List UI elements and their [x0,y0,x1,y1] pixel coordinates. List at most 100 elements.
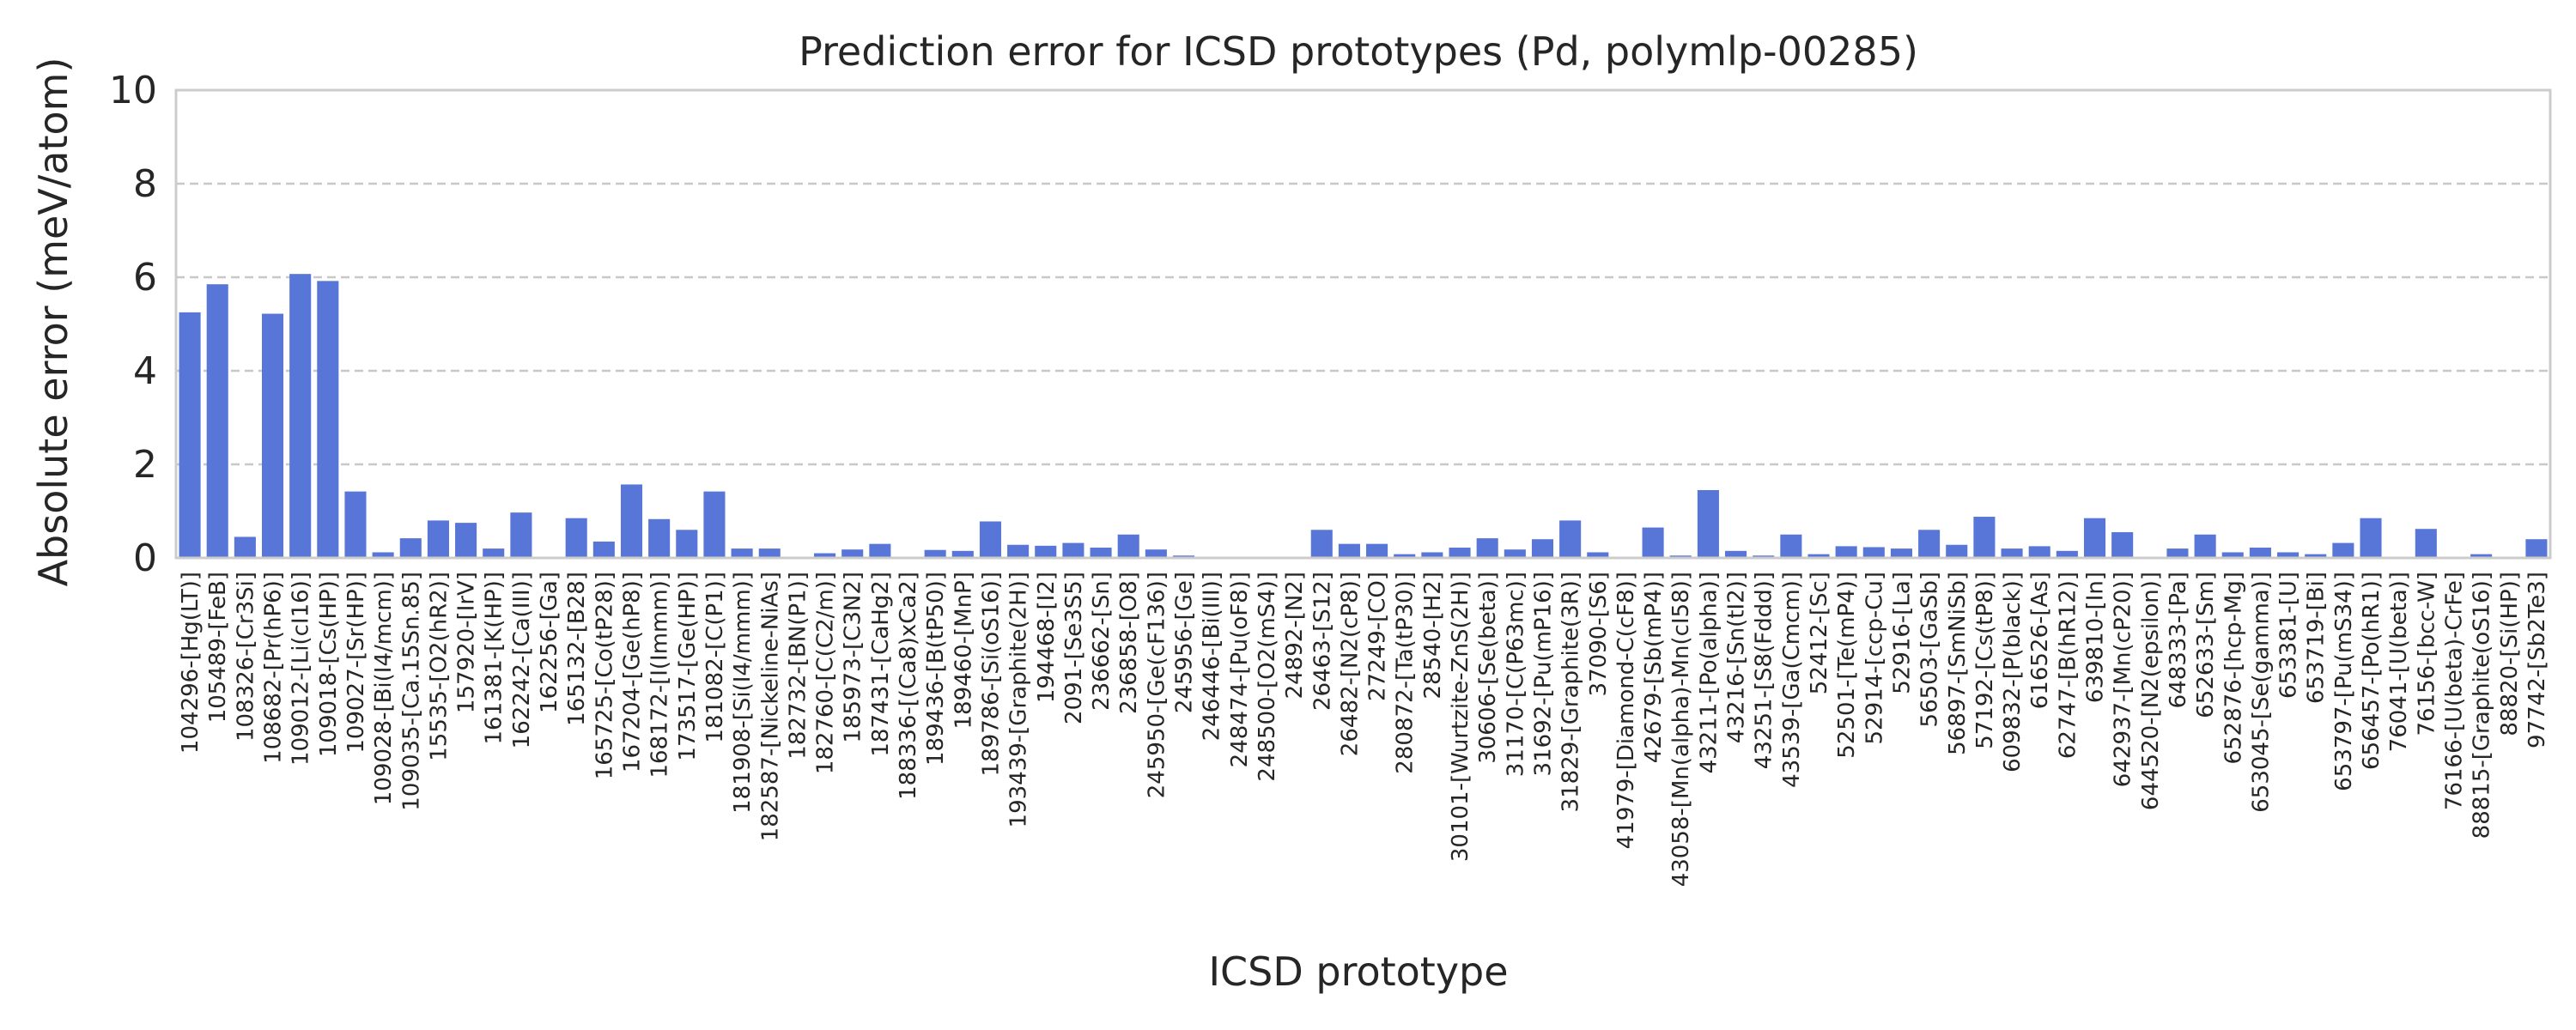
x-tick-label: 30101-[Wurtzite-ZnS(2H)] [1448,572,1473,862]
bar [758,548,781,558]
bar [2111,532,2134,558]
y-tick-label: 2 [133,443,157,487]
x-tick-label: 644520-[N2(epsilon)] [2138,572,2164,810]
bar [979,521,1001,558]
bar [1338,543,1360,558]
x-tick-label: 97742-[Sb2Te3] [2524,572,2550,748]
bar [1476,538,1498,558]
x-tick-label: 76166-[U(beta)-CrFe] [2441,572,2467,810]
bar [2221,552,2244,558]
bar [1780,534,1802,558]
x-tick-label: 189460-[MnP] [951,572,976,730]
x-tick-label: 185973-[C3N2] [841,572,866,743]
x-tick-label: 165132-[B28] [564,572,590,726]
bar [1062,542,1084,558]
bar [1946,544,1968,558]
bar [2166,548,2189,558]
bar [1890,548,1912,558]
bar [1835,546,1857,558]
bar [620,484,643,558]
bar [1421,552,1443,558]
x-tick-label: 62747-[B(hR12)] [2055,572,2081,759]
y-axis-label: Absolute error (meV/atom) [30,58,76,587]
x-tick-label: 108682-[Pr(hP6)] [261,572,287,764]
x-tick-label: 42679-[Sb(mP4)] [1641,572,1667,763]
x-tick-label: 52501-[Te(mP4)] [1834,572,1860,759]
x-tick-label: 189436-[B(tP50)] [923,572,949,766]
x-tick-label: 653719-[Bi] [2304,572,2330,704]
chart-title: Prediction error for ICSD prototypes (Pd… [799,28,1918,75]
bar [1449,548,1471,558]
y-tick-labels: 0 2 4 6 8 10 [109,69,157,580]
x-tick-label: 28540-[H2] [1420,572,1446,699]
bars [179,274,2548,558]
y-tick-label: 8 [133,162,157,206]
bar [2305,554,2327,558]
bar [1090,548,1112,558]
x-axis-label: ICSD prototype [1208,948,1508,995]
x-tick-label: 165725-[Co(tP28)] [592,572,617,779]
x-tick-labels: 104296-[Hg(LT)] 105489-[FeB] 108326-[Cr3Si… [178,572,2550,887]
x-tick-label: 2091-[Se3S5] [1061,572,1087,724]
bar [731,548,753,558]
x-tick-label: 194468-[I2] [1034,572,1060,703]
bar [1394,554,1416,558]
x-tick-label: 245950-[Ge(cF136)] [1144,572,1170,798]
bar [2277,552,2300,558]
x-tick-label: 162242-[Ca(III)] [509,572,535,748]
bar [1531,539,1554,558]
x-tick-label: 52412-[Sc] [1807,572,1832,694]
y-tick-label: 0 [133,536,157,580]
x-tick-label: 193439-[Graphite(2H)] [1006,572,1032,827]
x-tick-label: 26482-[N2(cP8)] [1337,572,1363,756]
x-tick-label: 56897-[SmNiSb] [1945,572,1971,755]
bar [455,523,477,558]
bar [510,512,532,558]
x-tick-label: 41979-[Diamond-C(cF8)] [1613,572,1639,849]
bar [1725,550,1747,558]
x-tick-label: 43539-[Ga(Cmcm)] [1779,572,1805,788]
x-tick-label: 236662-[Sn] [1089,572,1115,711]
bar [399,538,422,558]
bar [924,549,946,558]
x-tick-label: 26463-[S12] [1309,572,1335,711]
x-tick-label: 88815-[Graphite(oS16)] [2470,572,2495,839]
bar [261,313,284,558]
x-tick-label: 182760-[C(C2/m)] [813,572,839,774]
x-tick-label: 157920-[IrV] [454,572,480,713]
x-tick-label: 653381-[U] [2276,572,2302,699]
x-tick-label: 43216-[Sn(tI2)] [1724,572,1750,743]
bar [2194,534,2216,558]
x-tick-label: 105489-[FeB] [205,572,231,723]
bar [2083,518,2106,558]
bar [1918,530,1941,558]
x-tick-label: 616526-[As] [2027,572,2053,709]
x-tick-label: 109018-[Cs(HP)] [316,572,342,757]
bar [592,541,615,558]
x-tick-label: 236858-[O8] [1116,572,1142,714]
x-tick-label: 52914-[ccp-Cu] [1862,572,1887,745]
x-tick-label: 642937-[Mn(cP20)] [2111,572,2136,787]
gridlines [176,182,2550,466]
x-tick-label: 15535-[O2(hR2)] [426,572,452,761]
x-tick-label: 182732-[BN(P1)] [785,572,811,760]
x-tick-label: 76041-[U(beta)] [2386,572,2412,752]
x-tick-label: 189786-[Si(oS16)] [978,572,1004,776]
bar [1145,549,1167,558]
y-tick-label: 4 [133,349,157,393]
bar [1504,549,1526,558]
bar [841,549,864,558]
x-tick-label: 109035-[Ca.15Sn.85] [398,572,424,811]
bar [951,550,974,558]
x-tick-label: 57192-[Cs(tP8)] [1972,572,1998,749]
bar [2525,539,2548,558]
x-tick-label: 168172-[I(Immm)] [647,572,673,779]
bar [2056,550,2078,558]
x-tick-label: 31692-[Pu(mP16)] [1530,572,1556,776]
bar [179,312,201,558]
x-tick-label: 43058-[Mn(alpha)-Mn(cI58)] [1668,572,1694,887]
bar [1642,527,1664,558]
bar [869,543,891,558]
bar [1559,520,1582,558]
